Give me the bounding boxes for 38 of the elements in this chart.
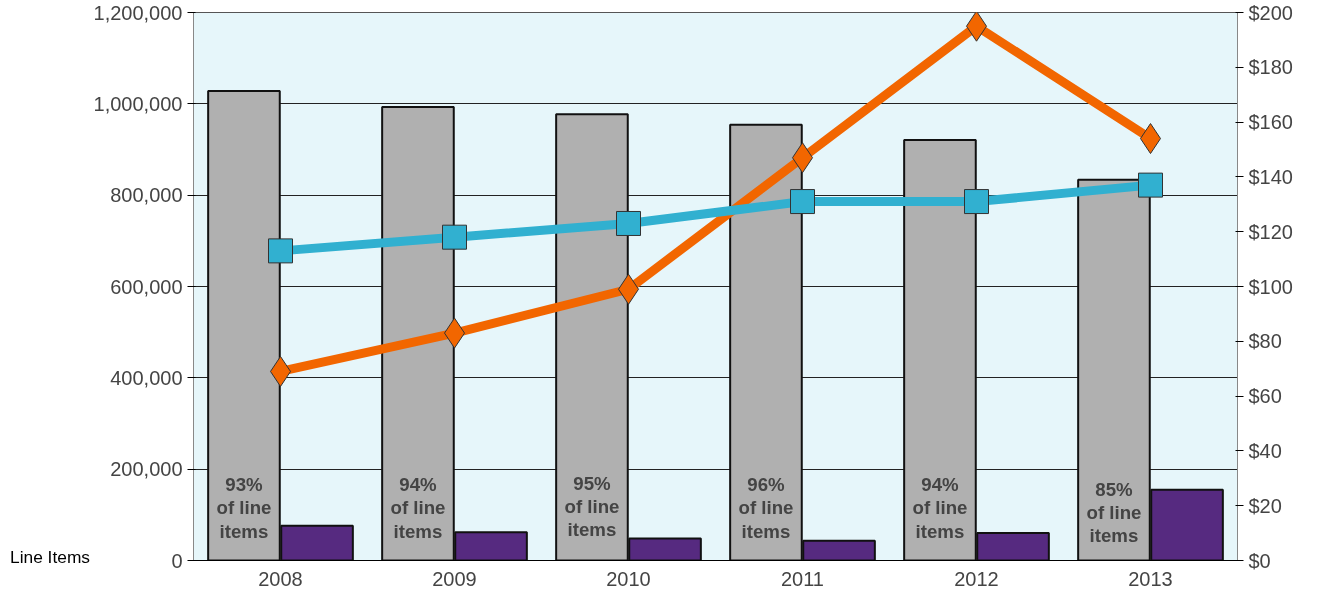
x-tick-label: 2010 bbox=[606, 567, 651, 590]
point bbox=[1138, 172, 1163, 198]
y2-tick-label: $60 bbox=[1248, 385, 1282, 408]
annotation: 93% of line items bbox=[216, 474, 272, 542]
point bbox=[268, 238, 293, 264]
point bbox=[964, 189, 989, 215]
y-tick-label: 800,000 bbox=[110, 184, 183, 207]
annotation: 94% of line items bbox=[912, 474, 968, 542]
y-tick-label: 600,000 bbox=[110, 275, 183, 298]
y-axis-title: Line Items bbox=[10, 546, 90, 569]
y2-tick-label: $160 bbox=[1248, 111, 1293, 134]
x-tick-label: 2008 bbox=[258, 567, 303, 590]
y-tick-label: 400,000 bbox=[110, 366, 183, 389]
annotation: 85% of line items bbox=[1086, 478, 1142, 547]
y-tick-label: 1,000,000 bbox=[93, 92, 183, 115]
y2-tick-label: $200 bbox=[1248, 1, 1293, 24]
y2-tick-label: $100 bbox=[1248, 275, 1293, 298]
y2-tick-label: $0 bbox=[1248, 549, 1271, 572]
annotation: 94% of line items bbox=[390, 474, 446, 542]
x-tick-label: 2012 bbox=[954, 567, 999, 590]
y2-tick-label: $80 bbox=[1248, 330, 1282, 353]
y2-tick-label: $120 bbox=[1248, 220, 1293, 243]
y-tick-label: 1,200,000 bbox=[93, 1, 183, 24]
x-tick-label: 2009 bbox=[432, 567, 477, 590]
y2-tick-label: $140 bbox=[1248, 165, 1293, 188]
y2-tick-label: $40 bbox=[1248, 439, 1282, 462]
point bbox=[616, 210, 641, 236]
y2-tick-label: $180 bbox=[1248, 56, 1293, 79]
y-tick-label: 0 bbox=[171, 549, 183, 572]
point bbox=[790, 189, 815, 215]
point bbox=[966, 12, 987, 42]
annotation: 95% of line items bbox=[564, 473, 620, 541]
y2-tick-label: $20 bbox=[1248, 494, 1282, 517]
annotation: 96% of line items bbox=[738, 474, 794, 542]
point bbox=[442, 224, 467, 250]
y-tick-label: 200,000 bbox=[110, 458, 183, 481]
x-tick-label: 2013 bbox=[1128, 567, 1173, 590]
x-tick-label: 2011 bbox=[781, 567, 825, 590]
